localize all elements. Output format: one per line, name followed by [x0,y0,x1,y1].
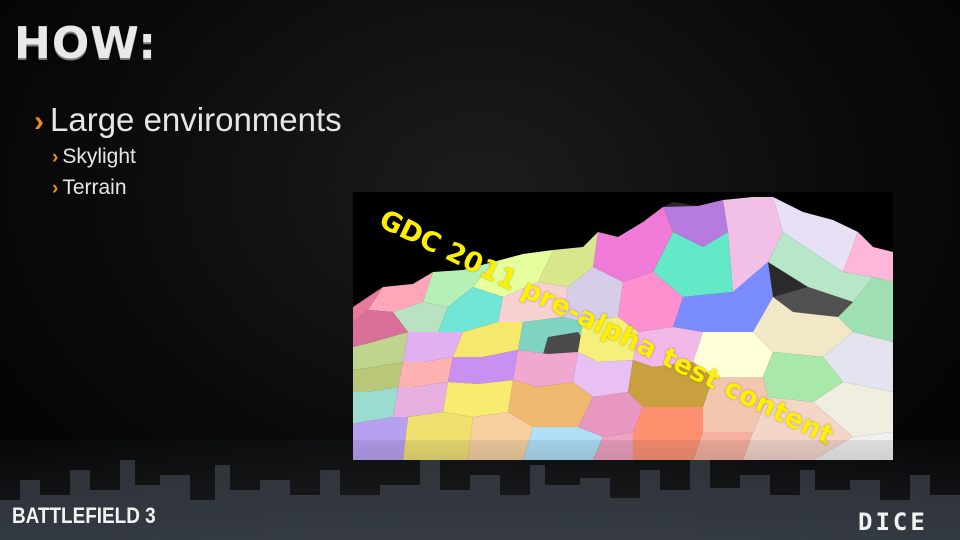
city-skyline-background [0,440,960,540]
chevron-bullet-icon: › [52,147,59,168]
dice-logo: DICE [858,508,928,536]
slide-title: HOW: [14,18,158,69]
bullet-text: Terrain [62,176,127,199]
bullet-text: Skylight [62,145,136,168]
bullet-text: Large environments [50,101,342,138]
chevron-bullet-icon: › [52,178,59,199]
bullet-large-environments: › Large environments [34,101,342,139]
bullet-terrain: › Terrain [52,176,127,200]
terrain-screenshot [353,192,893,460]
bullet-skylight: › Skylight [52,145,136,169]
chevron-bullet-icon: › [34,105,44,138]
battlefield-3-logo: BATTLEFIELD 3 [12,503,156,528]
